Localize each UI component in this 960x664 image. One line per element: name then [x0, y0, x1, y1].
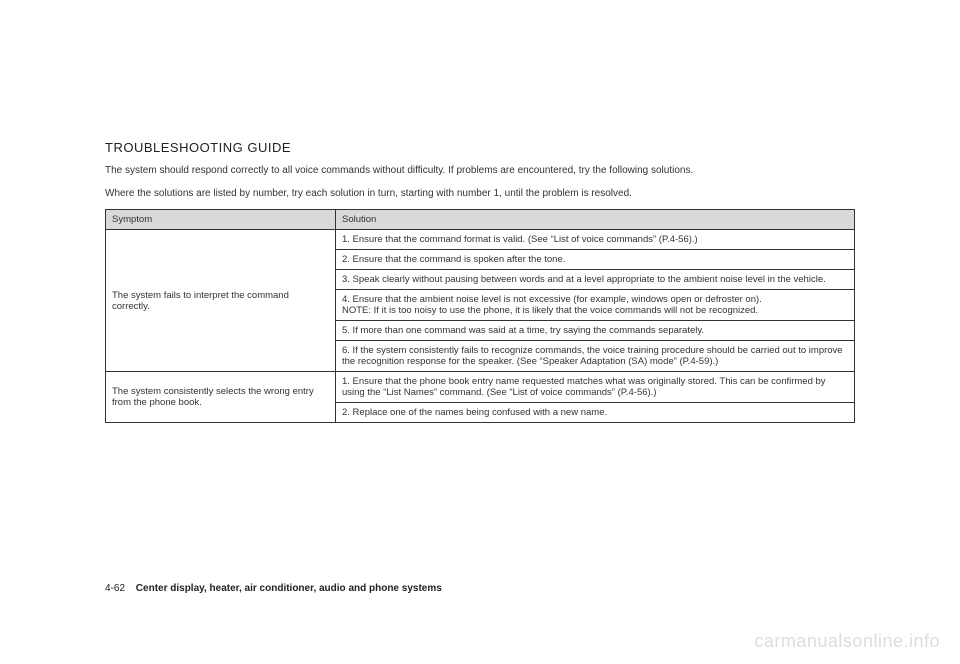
table-row: The system fails to interpret the comman… [106, 230, 855, 250]
watermark: carmanualsonline.info [754, 631, 940, 652]
page-footer: 4-62 Center display, heater, air conditi… [105, 583, 442, 594]
header-solution: Solution [336, 210, 855, 230]
header-symptom: Symptom [106, 210, 336, 230]
footer-section-label: Center display, heater, air conditioner,… [136, 583, 442, 594]
intro-paragraph-2: Where the solutions are listed by number… [105, 186, 855, 201]
troubleshoot-table: Symptom Solution The system fails to int… [105, 209, 855, 423]
page-number: 4-62 [105, 583, 125, 594]
solution-cell: 4. Ensure that the ambient noise level i… [336, 290, 855, 321]
solution-cell: 2. Ensure that the command is spoken aft… [336, 250, 855, 270]
symptom-cell-1: The system fails to interpret the comman… [106, 230, 336, 372]
intro-paragraph-1: The system should respond correctly to a… [105, 163, 855, 178]
page-content: TROUBLESHOOTING GUIDE The system should … [0, 0, 960, 423]
solution-cell: 3. Speak clearly without pausing between… [336, 270, 855, 290]
solution-cell: 2. Replace one of the names being confus… [336, 403, 855, 423]
table-row: The system consistently selects the wron… [106, 372, 855, 403]
table-header-row: Symptom Solution [106, 210, 855, 230]
solution-cell: 1. Ensure that the phone book entry name… [336, 372, 855, 403]
solution-cell: 6. If the system consistently fails to r… [336, 341, 855, 372]
solution-cell: 1. Ensure that the command format is val… [336, 230, 855, 250]
symptom-cell-2: The system consistently selects the wron… [106, 372, 336, 423]
section-title: TROUBLESHOOTING GUIDE [105, 140, 855, 155]
solution-cell: 5. If more than one command was said at … [336, 321, 855, 341]
